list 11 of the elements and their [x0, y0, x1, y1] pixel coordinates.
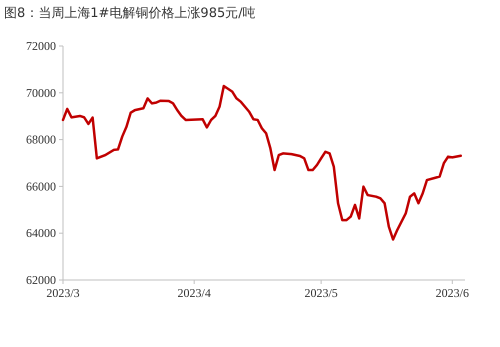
x-tick-label: 2023/5 — [304, 286, 338, 300]
x-tick-label: 2023/4 — [178, 286, 211, 300]
y-tick-label: 64000 — [26, 226, 56, 240]
x-tick-label: 2023/3 — [46, 286, 80, 300]
y-tick-label: 66000 — [26, 179, 56, 194]
y-tick-label: 70000 — [26, 86, 56, 100]
y-tick-label: 68000 — [26, 132, 56, 147]
chart-title: 图8：当周上海1#电解铜价格上涨985元/吨 — [4, 6, 256, 21]
y-tick-label: 72000 — [26, 39, 56, 53]
y-tick-label: 62000 — [26, 273, 56, 287]
x-tick-label: 2023/6 — [436, 286, 469, 300]
